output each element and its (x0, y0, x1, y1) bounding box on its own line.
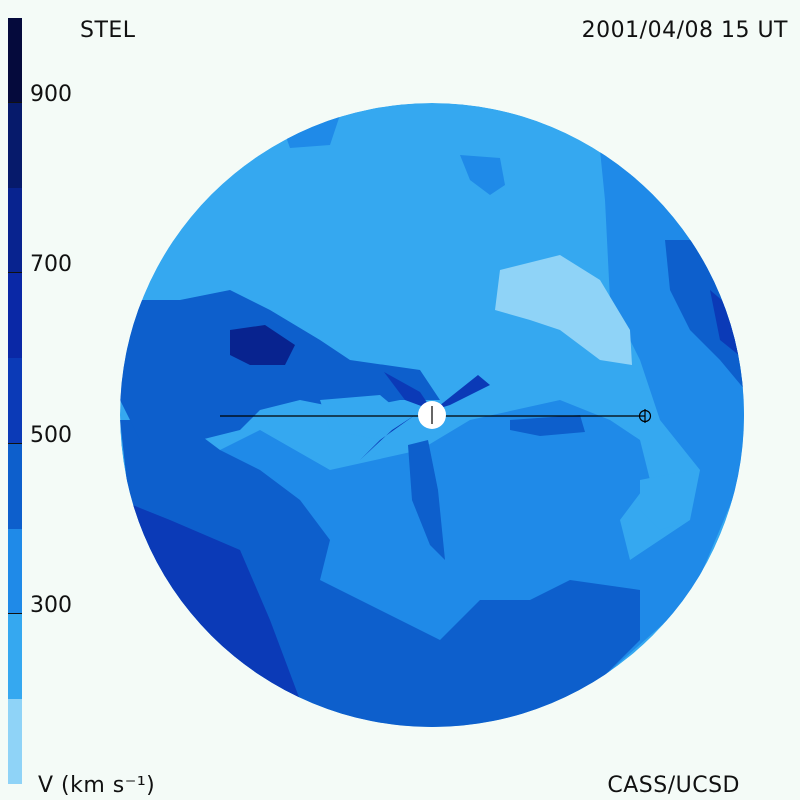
region-medium-east (200, 150, 744, 720)
velocity-colorbar (8, 18, 22, 784)
colorbar-segment-7 (8, 613, 22, 699)
sun-disk-icon (418, 401, 446, 429)
region-fast-streamer-south (408, 440, 445, 560)
instrument-label: STEL (80, 18, 136, 43)
colorbar-segment-8 (8, 698, 22, 784)
colorbar-segment-3 (8, 273, 22, 359)
colorbar-segment-0 (8, 18, 22, 104)
colorbar-tick-900-mark (8, 102, 22, 103)
region-slow-center-west (320, 395, 410, 440)
region-slow-northeast (495, 255, 632, 365)
region-fast-east-streak (510, 415, 585, 436)
colorbar-tick-900: 900 (30, 82, 72, 107)
region-streamer-northeast (434, 375, 490, 410)
colorbar-tick-300: 300 (30, 593, 72, 618)
credit-label: CASS/UCSD (607, 773, 740, 798)
colorbar-tick-700-mark (8, 272, 22, 273)
velocity-contour-disk (120, 103, 744, 727)
colorbar-tick-500: 500 (30, 423, 72, 448)
colorbar-segment-5 (8, 443, 22, 529)
earth-symbol-icon (638, 409, 652, 423)
timestamp-label: 2001/04/08 15 UT (581, 18, 788, 43)
region-very-fast-southwest (120, 500, 300, 700)
colorbar-segment-1 (8, 103, 22, 189)
colorbar-segment-2 (8, 188, 22, 274)
region-very-fast-patch (230, 325, 295, 365)
colorbar-tick-300-mark (8, 613, 22, 614)
region-streamer-northwest (384, 372, 432, 410)
colorbar-tick-700: 700 (30, 252, 72, 277)
colorbar-segment-6 (8, 528, 22, 614)
colorbar-unit-label: V (km s⁻¹) (38, 773, 156, 798)
region-slow-east-patch (640, 470, 690, 530)
region-medium-north-patch (460, 155, 505, 195)
colorbar-segment-4 (8, 358, 22, 444)
colorbar-tick-500-mark (8, 443, 22, 444)
